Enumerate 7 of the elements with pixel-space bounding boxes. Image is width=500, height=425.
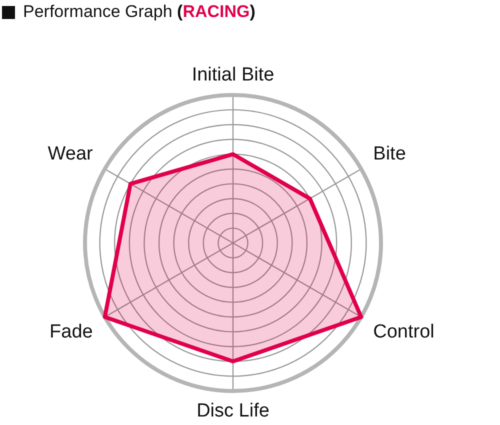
spoke-label: Control: [373, 322, 434, 342]
spoke-label: Initial Bite: [192, 64, 274, 86]
spoke-label: Bite: [373, 144, 406, 164]
spoke-label: Wear: [48, 144, 94, 164]
chart-title: Performance Graph (RACING): [23, 2, 256, 22]
spoke-label: Disc Life: [196, 400, 270, 422]
spoke-label: Fade: [50, 322, 93, 342]
